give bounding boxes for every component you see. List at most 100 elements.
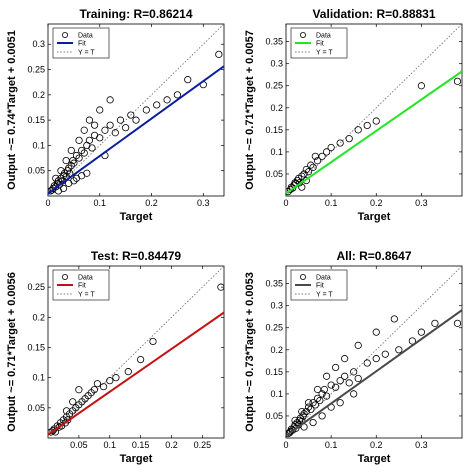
plot-test: 0.05 0.1 0.15 0.2 0.25 0.05 0.1 0.15 0.2 0.25 Test… <box>6 249 225 465</box>
data-point <box>417 82 425 90</box>
fit-line <box>48 311 224 436</box>
data-point <box>163 96 171 104</box>
data-point <box>307 405 315 413</box>
y-tick-label: 0.2 <box>270 103 283 113</box>
data-point <box>132 116 140 124</box>
plot-area <box>48 24 224 196</box>
data-point <box>62 156 70 165</box>
data-point <box>336 139 344 147</box>
data-point <box>291 421 299 429</box>
legend-label-data: Data <box>78 33 93 40</box>
data-point <box>453 77 462 85</box>
legend-label-fit: Fit <box>78 41 86 48</box>
x-tick-label: 0.25 <box>194 440 212 450</box>
y-tick-label: 0.1 <box>270 389 283 399</box>
data-point <box>54 177 62 185</box>
data-point <box>111 129 119 137</box>
data-point <box>75 136 83 144</box>
y-tick-label: 0.2 <box>32 312 45 322</box>
data-point <box>66 169 74 177</box>
data-point <box>311 401 319 409</box>
plot-area <box>48 266 224 438</box>
legend-label-fit: Fit <box>78 283 86 290</box>
y-tick-label: 0.05 <box>27 166 45 176</box>
data-point <box>101 126 109 134</box>
legend-marker-data <box>62 273 69 280</box>
identity-line <box>48 266 224 438</box>
y-tick-label: 0.3 <box>270 301 283 311</box>
data-point <box>184 76 192 84</box>
data-point <box>316 396 324 405</box>
legend-label-identity: Y = T <box>316 292 333 299</box>
data-point <box>302 407 310 416</box>
data-point <box>124 368 132 376</box>
data-point <box>354 126 362 134</box>
data-point <box>313 394 322 402</box>
data-point <box>65 179 73 187</box>
data-point <box>408 337 416 345</box>
y-tick-label: 0.1 <box>32 373 45 383</box>
legend-marker-data <box>299 273 306 280</box>
data-point <box>99 383 108 391</box>
x-tick-label: 0.3 <box>197 198 210 208</box>
plot-all: 0 0.1 0.2 0.3 0.05 0.1 0.15 0.2 0.25 0.3 0.35 All: … <box>244 249 463 465</box>
data-point <box>112 374 120 382</box>
data-point <box>80 149 88 157</box>
data-point <box>298 183 306 191</box>
y-tick-label: 0.2 <box>32 90 45 100</box>
data-point <box>67 146 75 155</box>
data-point <box>72 151 81 160</box>
data-point <box>453 319 462 327</box>
legend-label-identity: Y = T <box>78 292 95 299</box>
data-point <box>345 135 353 143</box>
legend-label-identity: Y = T <box>316 50 333 57</box>
data-point <box>52 183 60 191</box>
data-point <box>52 174 60 182</box>
data-point <box>217 283 224 291</box>
data-point <box>323 372 331 380</box>
identity-line <box>286 266 462 438</box>
data-point <box>300 410 308 418</box>
y-tick-label: 0.15 <box>265 125 283 135</box>
data-point <box>78 146 86 155</box>
data-point <box>65 164 73 172</box>
y-axis-label: Output ~= 0.74*Target + 0.0051 <box>6 30 18 190</box>
legend-label-data: Data <box>78 275 93 282</box>
data-point <box>59 184 68 193</box>
data-point <box>372 328 380 336</box>
data-point <box>69 398 77 406</box>
data-point <box>350 390 358 398</box>
y-tick-label: 0.2 <box>270 345 283 355</box>
data-point <box>127 111 135 119</box>
data-point <box>90 121 99 129</box>
data-point <box>67 162 75 170</box>
x-tick-label: 0.2 <box>370 440 383 450</box>
y-axis-label: Output ~= 0.73*Target + 0.0053 <box>244 272 256 432</box>
y-tick-label: 0.35 <box>265 279 283 289</box>
data-point <box>153 101 161 109</box>
data-point <box>75 386 83 394</box>
legend-label-fit: Fit <box>316 283 324 290</box>
data-point <box>304 403 313 411</box>
chart-title: Validation: R=0.88831 <box>312 7 435 21</box>
legend-marker-data <box>299 32 306 39</box>
y-tick-label: 0.1 <box>32 140 45 150</box>
data-point <box>291 416 299 424</box>
x-tick-label: 0 <box>283 440 288 450</box>
legend-label-data: Data <box>316 275 331 282</box>
y-tick-label: 0.3 <box>32 39 45 49</box>
x-tick-label: 0.2 <box>165 440 178 450</box>
data-point <box>106 121 114 129</box>
x-tick-label: 0.1 <box>94 198 107 208</box>
identity-line <box>286 24 462 196</box>
plot-area <box>286 266 462 438</box>
data-point <box>90 386 98 394</box>
data-point <box>116 116 125 124</box>
data-point <box>173 91 182 99</box>
data-point <box>431 319 439 327</box>
fit-line <box>48 65 224 195</box>
legend-label-identity: Y = T <box>78 50 95 57</box>
x-tick-label: 0.1 <box>325 440 338 450</box>
data-point <box>75 154 83 162</box>
